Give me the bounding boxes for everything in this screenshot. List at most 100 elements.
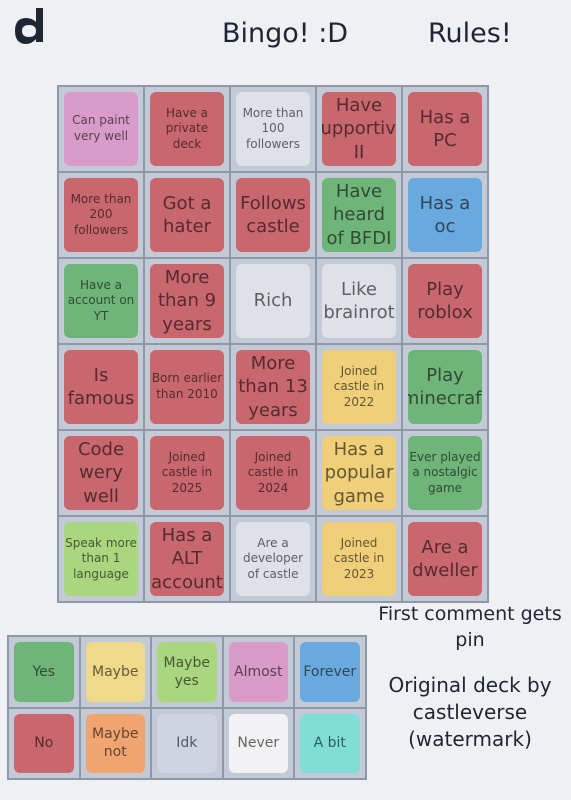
cell: Never: [221, 706, 295, 780]
cell-fill: Joined castle in 2023: [322, 522, 396, 596]
cell-fill: A bit: [300, 713, 360, 773]
cell-text: Have a private deck: [165, 105, 209, 151]
cell-fill: Maybe not: [85, 713, 145, 773]
cell-fill: Play minecraft: [408, 350, 482, 424]
cell-text: Joined castle in 2025: [161, 449, 213, 495]
cell: Play roblox: [401, 257, 489, 345]
cell-fill: Never: [228, 713, 288, 773]
logo: [15, 8, 43, 44]
cell: Born earlier than 2010: [143, 343, 231, 431]
cell-fill: Maybe: [85, 642, 145, 702]
cell-text: Code wery well: [77, 438, 125, 507]
cell: More than 200 followers: [57, 171, 145, 259]
cell-fill: Joined castle in 2022: [322, 350, 396, 424]
cell: Maybe yes: [150, 635, 224, 709]
cell-fill: Almost: [228, 642, 288, 702]
cell-fill: Have a account on YT: [64, 264, 138, 338]
cell: Has a PC: [401, 85, 489, 173]
cell: More than 13 years: [229, 343, 317, 431]
cell-text: Almost: [234, 663, 283, 680]
cell: Almost: [221, 635, 295, 709]
cell: Are a dweller: [401, 515, 489, 603]
cell: Follows castle: [229, 171, 317, 259]
cell-text: Is famous: [67, 364, 135, 409]
cell: Like brainrot: [315, 257, 403, 345]
cell-text: Forever: [303, 663, 357, 680]
cell-text: Has a ALT account: [151, 524, 223, 593]
cell: Have heard of BFDI: [315, 171, 403, 259]
cell-fill: More than 100 followers: [236, 92, 310, 166]
cell-text: Have heard of BFDI: [326, 180, 392, 249]
cell-text: Ever played a nostalgic game: [409, 449, 481, 495]
credit-note: Original deck by castleverse (watermark): [388, 673, 552, 751]
cell: No: [7, 706, 81, 780]
cell-text: Maybe yes: [163, 654, 210, 689]
cell-text: More than 9 years: [157, 266, 217, 335]
cell-text: Joined castle in 2023: [333, 535, 385, 581]
cell-fill: Code wery well: [64, 436, 138, 510]
cell-text: Have a account on YT: [67, 277, 135, 323]
cell-fill: Like brainrot: [322, 264, 396, 338]
cell-fill: More than 9 years: [150, 264, 224, 338]
cell: Can paint very well: [57, 85, 145, 173]
cell-fill: Joined castle in 2025: [150, 436, 224, 510]
pin-note: First comment gets pin: [378, 603, 562, 651]
cell-fill: Are a dweller: [408, 522, 482, 596]
cell-text: No: [34, 735, 54, 752]
cell-text: Are a dweller: [412, 536, 478, 581]
cell-text: Play minecraft: [408, 364, 482, 409]
cell: Have a account on YT: [57, 257, 145, 345]
cell: Rich: [229, 257, 317, 345]
cell: Is famous: [57, 343, 145, 431]
rules: Rules!: [428, 18, 512, 49]
cell-text: More than 13 years: [238, 352, 308, 421]
cell-fill: Play roblox: [408, 264, 482, 338]
cell-text: Joined castle in 2024: [247, 449, 299, 495]
cell-text: Has a oc: [419, 192, 471, 237]
cell: Joined castle in 2024: [229, 429, 317, 517]
cell-fill: Is famous: [64, 350, 138, 424]
cell-text: Maybe not: [92, 726, 139, 761]
cell-fill: Joined castle in 2024: [236, 436, 310, 510]
cell-text: Follows castle: [240, 192, 306, 237]
cell-text: Got a hater: [162, 192, 212, 237]
cell-text: Speak more than 1 language: [65, 535, 137, 581]
cell: Ever played a nostalgic game: [401, 429, 489, 517]
cell: Forever: [293, 635, 367, 709]
cell-text: Idk: [176, 735, 198, 752]
cell-fill: Have heard of BFDI: [322, 178, 396, 252]
cell-fill: Has a oc: [408, 178, 482, 252]
cell: More than 100 followers: [229, 85, 317, 173]
cell: Joined castle in 2023: [315, 515, 403, 603]
title: Bingo! :D: [222, 18, 349, 49]
cell-text: Has a PC: [419, 106, 471, 151]
cell-text: Maybe: [92, 663, 139, 680]
cell: Has a popular game: [315, 429, 403, 517]
cell-text: Play roblox: [417, 278, 473, 323]
cell: Idk: [150, 706, 224, 780]
cell-fill: More than 200 followers: [64, 178, 138, 252]
cell-text: A bit: [313, 735, 346, 752]
cell: Got a hater: [143, 171, 231, 259]
cell-text: Born earlier than 2010: [151, 371, 223, 401]
cell-text: Have supportive II: [322, 94, 396, 163]
cell-text: Never: [237, 735, 280, 752]
cell-fill: More than 13 years: [236, 350, 310, 424]
cell-fill: Follows castle: [236, 178, 310, 252]
cell-fill: Has a PC: [408, 92, 482, 166]
cell-fill: No: [14, 713, 74, 773]
cell-fill: Maybe yes: [157, 642, 217, 702]
cell-fill: Ever played a nostalgic game: [408, 436, 482, 510]
cell-fill: Speak more than 1 language: [64, 522, 138, 596]
cell-fill: Has a ALT account: [150, 522, 224, 596]
cell-text: More than 200 followers: [70, 191, 132, 237]
cell: More than 9 years: [143, 257, 231, 345]
cell: Yes: [7, 635, 81, 709]
cell-fill: Forever: [300, 642, 360, 702]
cell: Have a private deck: [143, 85, 231, 173]
cell: Have supportive II: [315, 85, 403, 173]
cell-fill: Can paint very well: [64, 92, 138, 166]
cell-text: Are a developer of castle: [242, 535, 304, 581]
cell-text: Joined castle in 2022: [333, 363, 385, 409]
